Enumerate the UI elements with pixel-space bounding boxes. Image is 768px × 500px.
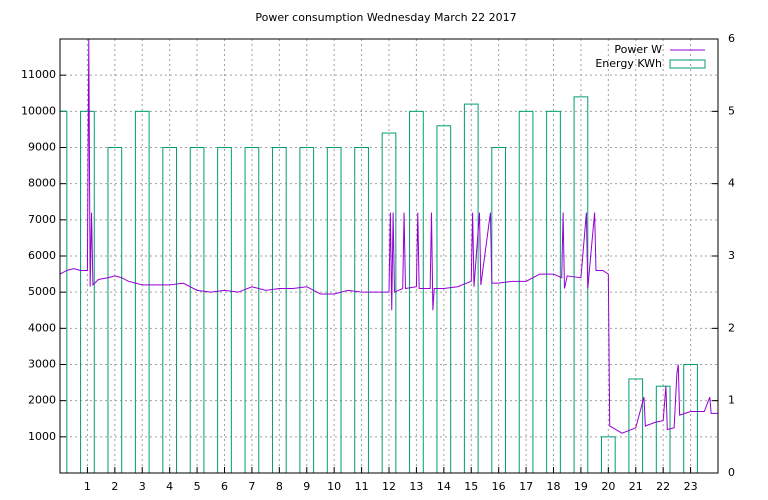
x-tick-label: 7 xyxy=(248,480,255,493)
x-tick-label: 6 xyxy=(221,480,228,493)
y2-tick-label: 5 xyxy=(728,104,735,117)
x-tick-label: 13 xyxy=(409,480,423,493)
energy-box xyxy=(60,110,68,473)
x-tick-label: 1 xyxy=(84,480,91,493)
legend-label: Power W xyxy=(614,43,662,56)
x-tick-label: 14 xyxy=(437,480,451,493)
y2-tick-label: 1 xyxy=(728,394,735,407)
energy-box xyxy=(244,147,260,473)
energy-box xyxy=(436,125,452,473)
x-tick-label: 18 xyxy=(547,480,561,493)
x-tick-label: 16 xyxy=(492,480,506,493)
x-tick-label: 2 xyxy=(111,480,118,493)
energy-box xyxy=(326,147,342,473)
y-tick-label: 8000 xyxy=(28,177,56,190)
y-tick-label: 9000 xyxy=(28,141,56,154)
energy-box xyxy=(162,147,178,473)
x-tick-label: 5 xyxy=(194,480,201,493)
x-tick-label: 20 xyxy=(601,480,615,493)
y-tick-label: 5000 xyxy=(28,285,56,298)
x-tick-label: 12 xyxy=(382,480,396,493)
energy-box xyxy=(299,147,315,473)
energy-box xyxy=(271,147,287,473)
y2-tick-label: 2 xyxy=(728,321,735,334)
x-tick-label: 19 xyxy=(574,480,588,493)
y-tick-label: 11000 xyxy=(21,68,56,81)
chart-title: Power consumption Wednesday March 22 201… xyxy=(255,11,516,24)
y-tick-label: 6000 xyxy=(28,249,56,262)
y-tick-label: 1000 xyxy=(28,430,56,443)
energy-box xyxy=(683,364,698,473)
y-tick-label: 4000 xyxy=(28,321,56,334)
y-tick-label: 10000 xyxy=(21,104,56,117)
energy-box xyxy=(600,436,616,473)
power-line xyxy=(60,39,718,434)
x-tick-label: 4 xyxy=(166,480,173,493)
legend-label: Energy KWh xyxy=(595,57,662,70)
x-tick-label: 9 xyxy=(303,480,310,493)
x-tick-label: 8 xyxy=(276,480,283,493)
energy-box xyxy=(381,132,397,473)
x-tick-label: 22 xyxy=(656,480,670,493)
y-tick-label: 3000 xyxy=(28,358,56,371)
y2-tick-label: 3 xyxy=(728,249,735,262)
y2-tick-label: 6 xyxy=(728,32,735,45)
energy-box xyxy=(655,385,671,473)
energy-box xyxy=(491,147,507,473)
x-tick-label: 3 xyxy=(139,480,146,493)
energy-box xyxy=(217,147,232,473)
y2-tick-label: 0 xyxy=(728,466,735,479)
energy-box xyxy=(628,378,644,473)
x-tick-label: 10 xyxy=(327,480,341,493)
energy-box xyxy=(189,147,205,473)
x-tick-label: 21 xyxy=(629,480,643,493)
energy-box xyxy=(354,147,369,473)
x-tick-label: 23 xyxy=(684,480,698,493)
y-tick-label: 7000 xyxy=(28,213,56,226)
x-tick-label: 15 xyxy=(464,480,478,493)
energy-box xyxy=(107,147,123,473)
x-tick-label: 17 xyxy=(519,480,533,493)
y2-tick-label: 4 xyxy=(728,177,735,190)
plot-border xyxy=(59,38,719,474)
legend-swatch xyxy=(669,59,706,69)
y-tick-label: 2000 xyxy=(28,394,56,407)
x-tick-label: 11 xyxy=(355,480,369,493)
